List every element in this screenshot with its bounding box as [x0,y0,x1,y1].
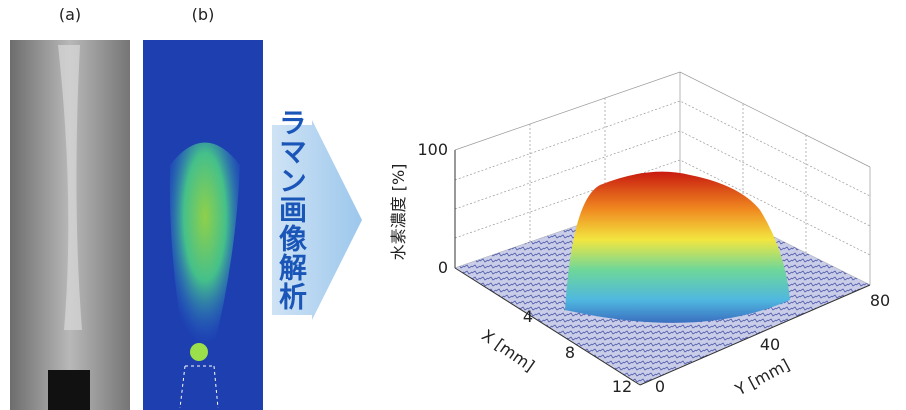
z-axis-label: 水素濃度 [%] [389,164,408,261]
x-tick-label: 12 [612,377,632,396]
nozzle [48,370,90,410]
z-tick-label: 100 [417,140,448,159]
x-tick-label: 4 [523,307,533,326]
y-tick-label: 80 [870,291,890,310]
y-tick-label: 40 [760,335,780,354]
plume-base [190,343,208,361]
x-tick-label: 8 [565,343,575,362]
panel-label: (b) [192,5,215,24]
y-axis-label: Y [mm] [731,355,792,400]
panel-label: (a) [59,5,81,24]
concentration-surface [565,172,790,323]
y-tick-label: 0 [655,377,665,396]
z-tick-label: 0 [438,258,448,277]
x-axis-label: X [mm] [478,326,538,376]
figure: (a) (b) 100 0 水素濃度 [%] 4 8 12 X [mm] 0 4… [0,0,906,410]
arrow-text: ラマン画像解析 [274,108,308,311]
figure-graphics: (a) (b) 100 0 水素濃度 [%] 4 8 12 X [mm] 0 4… [0,0,906,410]
